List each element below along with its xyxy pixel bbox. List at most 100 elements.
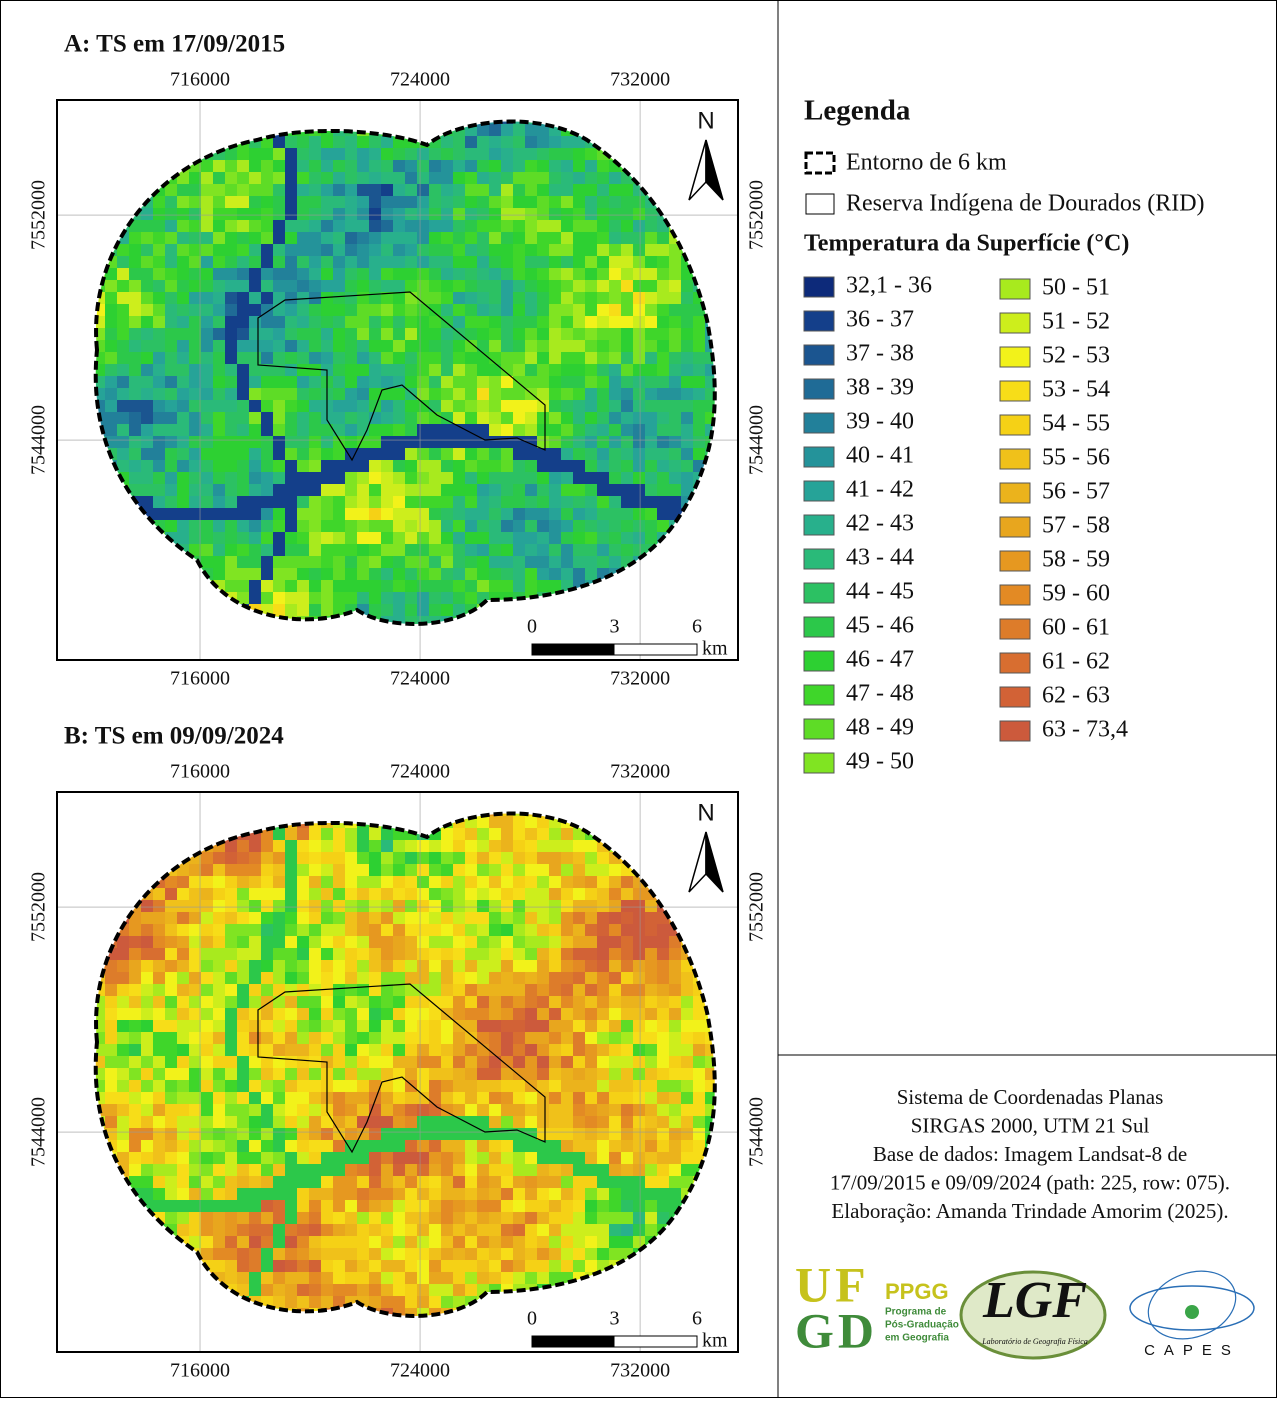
- raster-cell: [177, 484, 190, 497]
- raster-cell: [561, 996, 574, 1009]
- raster-cell: [465, 160, 478, 173]
- raster-cell: [657, 1164, 670, 1177]
- raster-cell: [429, 376, 442, 389]
- raster-cell: [501, 424, 514, 437]
- raster-cell: [453, 424, 466, 437]
- raster-cell: [333, 544, 346, 557]
- raster-cell: [177, 352, 190, 365]
- raster-cell: [357, 232, 370, 245]
- raster-cell: [273, 1020, 286, 1033]
- legend-label: 60 - 61: [1042, 615, 1110, 641]
- raster-cell: [261, 924, 274, 937]
- raster-cell: [513, 352, 526, 365]
- raster-cell: [153, 924, 166, 937]
- raster-cell: [381, 924, 394, 937]
- raster-cell: [249, 388, 262, 401]
- raster-cell: [225, 532, 238, 545]
- raster-cell: [321, 1020, 334, 1033]
- raster-cell: [465, 136, 478, 149]
- legend-swatch: [804, 311, 834, 331]
- raster-cell: [213, 996, 226, 1009]
- raster-cell: [381, 424, 394, 437]
- raster-cell: [693, 1092, 706, 1105]
- raster-cell: [201, 424, 214, 437]
- raster-cell: [489, 484, 502, 497]
- raster-cell: [441, 1128, 454, 1141]
- raster-cell: [597, 936, 610, 949]
- raster-cell: [573, 484, 586, 497]
- raster-cell: [393, 160, 406, 173]
- raster-cell: [297, 888, 310, 901]
- raster-cell: [633, 196, 646, 209]
- raster-cell: [129, 1032, 142, 1045]
- raster-cell: [573, 1056, 586, 1069]
- raster-cell: [357, 1008, 370, 1021]
- raster-cell: [237, 1248, 250, 1261]
- raster-cell: [213, 960, 226, 973]
- raster-cell: [549, 1188, 562, 1201]
- raster-cell: [105, 1032, 118, 1045]
- raster-cell: [273, 388, 286, 401]
- raster-cell: [633, 960, 646, 973]
- raster-cell: [285, 304, 298, 317]
- raster-cell: [585, 1176, 598, 1189]
- raster-cell: [453, 568, 466, 581]
- raster-cell: [357, 900, 370, 913]
- raster-cell: [657, 304, 670, 317]
- raster-cell: [213, 364, 226, 377]
- raster-cell: [621, 1068, 634, 1081]
- raster-cell: [525, 568, 538, 581]
- raster-cell: [285, 864, 298, 877]
- raster-cell: [261, 568, 274, 581]
- raster-cell: [357, 220, 370, 233]
- raster-cell: [261, 484, 274, 497]
- raster-cell: [441, 1224, 454, 1237]
- raster-cell: [633, 936, 646, 949]
- raster-cell: [489, 280, 502, 293]
- raster-cell: [609, 936, 622, 949]
- raster-cell: [225, 1188, 238, 1201]
- raster-cell: [621, 924, 634, 937]
- raster-cell: [585, 484, 598, 497]
- raster-cell: [645, 316, 658, 329]
- raster-cell: [345, 1044, 358, 1057]
- raster-cell: [657, 1068, 670, 1081]
- raster-cell: [285, 208, 298, 221]
- raster-cell: [405, 340, 418, 353]
- raster-cell: [273, 1176, 286, 1189]
- raster-cell: [309, 280, 322, 293]
- raster-cell: [501, 496, 514, 509]
- raster-cell: [549, 268, 562, 281]
- raster-cell: [297, 1128, 310, 1141]
- raster-cell: [213, 900, 226, 913]
- raster-cell: [237, 1188, 250, 1201]
- raster-cell: [453, 388, 466, 401]
- raster-cell: [513, 1152, 526, 1165]
- raster-cell: [225, 520, 238, 533]
- raster-cell: [141, 460, 154, 473]
- raster-cell: [285, 852, 298, 865]
- raster-cell: [621, 972, 634, 985]
- raster-cell: [549, 316, 562, 329]
- raster-cell: [153, 1164, 166, 1177]
- scale-unit: km: [702, 638, 728, 660]
- raster-cell: [285, 1068, 298, 1081]
- raster-cell: [609, 948, 622, 961]
- raster-cell: [225, 172, 238, 185]
- raster-cell: [273, 412, 286, 425]
- raster-cell: [393, 972, 406, 985]
- raster-cell: [321, 580, 334, 593]
- raster-cell: [345, 280, 358, 293]
- raster-cell: [225, 1056, 238, 1069]
- raster-cell: [669, 1188, 682, 1201]
- raster-cell: [237, 244, 250, 257]
- raster-cell: [585, 568, 598, 581]
- raster-cell: [489, 340, 502, 353]
- raster-cell: [345, 864, 358, 877]
- raster-cell: [549, 400, 562, 413]
- raster-cell: [513, 328, 526, 341]
- raster-cell: [489, 160, 502, 173]
- raster-cell: [201, 388, 214, 401]
- raster-cell: [393, 472, 406, 485]
- raster-cell: [177, 436, 190, 449]
